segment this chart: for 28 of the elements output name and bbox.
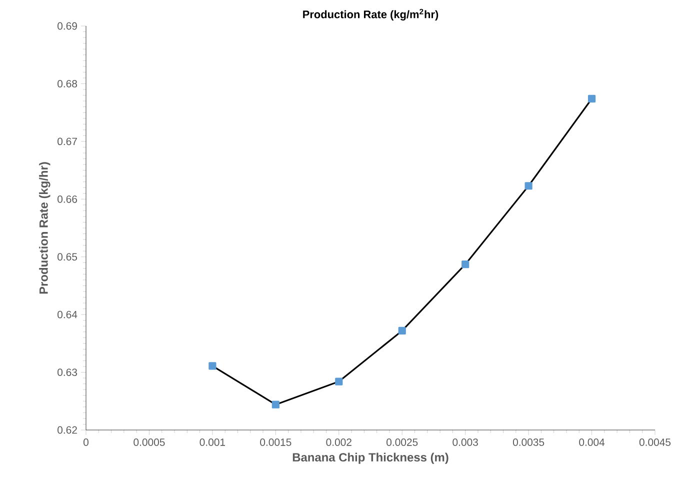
point [208, 362, 216, 370]
x-tick-label: 0.0035 [512, 438, 544, 446]
point [335, 378, 343, 386]
y-tick-label: 0.67 [58, 138, 77, 146]
y-tick-label: 0.69 [58, 22, 77, 30]
x-tick-label: 0.0025 [386, 438, 418, 446]
point [524, 182, 532, 190]
point [272, 400, 280, 408]
chart-title: Production Rate (kg/m$^{2}$hr) [303, 8, 438, 21]
x-tick-label: 0.0015 [260, 438, 292, 446]
y-tick-label: 0.62 [58, 426, 77, 434]
x-tick-label: 0 [84, 438, 88, 446]
x-tick-label: 0.002 [326, 438, 352, 446]
point [462, 260, 470, 268]
x-tick-label: 0.003 [452, 438, 478, 446]
y-tick-label: 0.66 [58, 195, 78, 203]
point [398, 326, 406, 335]
y-tick-label: 0.63 [58, 368, 78, 376]
y-axis-title: Production Rate (kg/hr) [39, 162, 50, 294]
x-tick-label: 0.001 [200, 438, 226, 446]
x-tick-label: 0.004 [579, 438, 605, 446]
y-tick-label: 0.68 [58, 80, 78, 88]
point [588, 94, 596, 103]
y-tick-label: 0.65 [58, 253, 78, 261]
x-tick-label: 0.0045 [639, 438, 671, 446]
x-axis-title: Banana Chip Thickness (m) [292, 452, 448, 464]
x-tick-label: 0.0005 [134, 438, 165, 446]
y-tick-label: 0.64 [58, 310, 78, 318]
